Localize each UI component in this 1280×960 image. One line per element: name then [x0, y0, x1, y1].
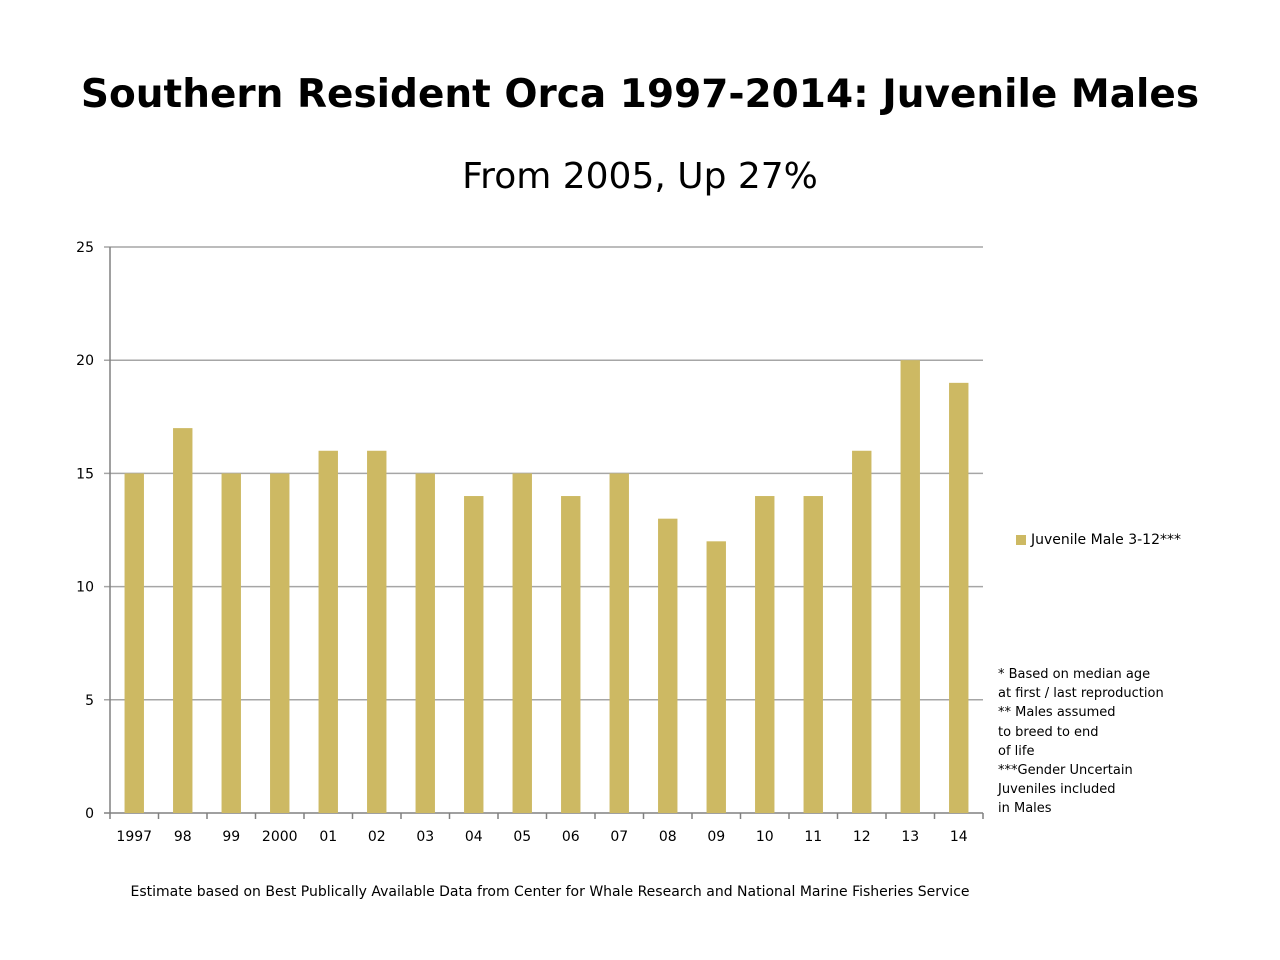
x-tick-label: 1997 [116, 829, 152, 845]
y-tick-label: 5 [85, 693, 94, 709]
bar [173, 428, 193, 813]
x-tick-label: 01 [319, 829, 337, 845]
x-tick-label: 05 [513, 829, 531, 845]
x-tick-label: 11 [804, 829, 822, 845]
bar [415, 473, 435, 813]
bar [755, 496, 775, 813]
x-tick-label: 08 [659, 829, 677, 845]
x-tick-label: 07 [610, 829, 628, 845]
note-line: to breed to end [998, 724, 1099, 740]
note-line: in Males [998, 801, 1052, 817]
bar [221, 473, 241, 813]
footnotes: * Based on median age at first / last re… [998, 665, 1164, 819]
bar [706, 541, 726, 813]
y-tick-label: 0 [85, 806, 94, 822]
bar [900, 360, 920, 813]
x-tick-label: 06 [562, 829, 580, 845]
chart-subtitle: From 2005, Up 27% [462, 156, 818, 197]
x-tick-label: 09 [707, 829, 725, 845]
bar [609, 473, 629, 813]
note-line: ** Males assumed [998, 705, 1116, 721]
bar [318, 450, 338, 813]
x-tick-label: 99 [222, 829, 240, 845]
chart-title: Southern Resident Orca 1997-2014: Juveni… [80, 72, 1200, 117]
x-tick-label: 14 [950, 829, 968, 845]
note-line: Juveniles included [998, 782, 1116, 798]
bar [464, 496, 484, 813]
note-line: * Based on median age [998, 667, 1151, 682]
note-line: at first / last reproduction [998, 686, 1164, 702]
bar [124, 473, 144, 813]
x-tick-label: 98 [174, 829, 192, 845]
bar [367, 450, 387, 813]
legend: Juvenile Male 3-12*** [1016, 532, 1181, 548]
bar [949, 382, 969, 813]
x-tick-label: 10 [756, 829, 774, 845]
y-tick-label: 20 [76, 353, 94, 369]
bar [561, 496, 581, 813]
source-footer: Estimate based on Best Publically Availa… [130, 884, 970, 900]
legend-label: Juvenile Male 3-12*** [1031, 532, 1182, 548]
x-tick-label: 03 [416, 829, 434, 845]
legend-swatch [1016, 535, 1026, 545]
y-tick-label: 10 [76, 580, 94, 596]
x-tick-label: 04 [465, 829, 483, 845]
bar [803, 496, 823, 813]
y-tick-label: 25 [76, 240, 94, 256]
note-line: ***Gender Uncertain [998, 763, 1133, 779]
bar [512, 473, 532, 813]
x-tick-label: 2000 [262, 829, 298, 845]
x-tick-label: 13 [901, 829, 919, 845]
x-tick-label: 02 [368, 829, 386, 845]
bar [270, 473, 290, 813]
x-tick-label: 12 [853, 829, 871, 845]
bar [852, 450, 872, 813]
note-line: of life [998, 743, 1035, 759]
bar [658, 518, 678, 813]
y-tick-label: 15 [76, 466, 94, 482]
